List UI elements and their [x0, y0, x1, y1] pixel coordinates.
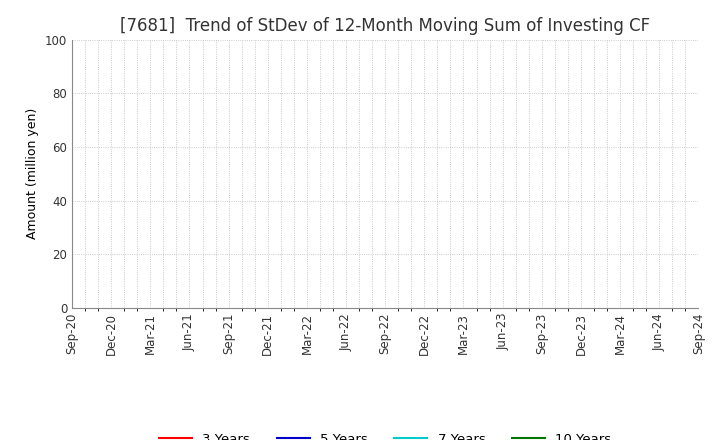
Y-axis label: Amount (million yen): Amount (million yen): [27, 108, 40, 239]
Title: [7681]  Trend of StDev of 12-Month Moving Sum of Investing CF: [7681] Trend of StDev of 12-Month Moving…: [120, 17, 650, 35]
Legend: 3 Years, 5 Years, 7 Years, 10 Years: 3 Years, 5 Years, 7 Years, 10 Years: [153, 427, 617, 440]
